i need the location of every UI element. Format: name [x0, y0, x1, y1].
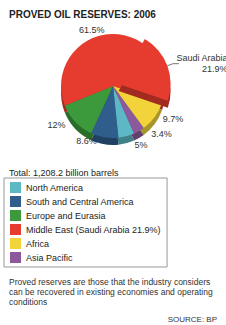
svg-text:Proved reserves are those that: Proved reserves are those that the indus…	[9, 277, 213, 287]
svg-text:12%: 12%	[47, 120, 65, 130]
svg-text:9.7%: 9.7%	[163, 114, 184, 124]
svg-text:Saudi Arabia: Saudi Arabia	[177, 53, 226, 63]
svg-text:South and Central America: South and Central America	[26, 197, 134, 207]
svg-text:61.5%: 61.5%	[79, 25, 105, 35]
svg-text:3.4%: 3.4%	[151, 129, 172, 139]
svg-text:8.6%: 8.6%	[76, 136, 97, 146]
svg-text:Africa: Africa	[26, 239, 49, 249]
svg-text:21.9%: 21.9%	[202, 64, 226, 74]
svg-text:Europe and Eurasia: Europe and Eurasia	[26, 211, 106, 221]
svg-text:North America: North America	[26, 183, 83, 193]
svg-text:conditions: conditions	[9, 297, 47, 307]
svg-text:can be recovered in existing e: can be recovered in existing economies a…	[9, 287, 215, 297]
svg-text:Asia Pacific: Asia Pacific	[26, 253, 73, 263]
svg-text:PROVED OIL RESERVES: 2006: PROVED OIL RESERVES: 2006	[9, 9, 156, 20]
svg-text:Middle East (Saudi Arabia 21.9: Middle East (Saudi Arabia 21.9%)	[26, 225, 161, 235]
svg-text:5%: 5%	[135, 140, 148, 150]
svg-text:SOURCE: BP: SOURCE: BP	[168, 315, 217, 324]
svg-text:Total: 1,208.2 billion barrels: Total: 1,208.2 billion barrels	[9, 168, 119, 178]
